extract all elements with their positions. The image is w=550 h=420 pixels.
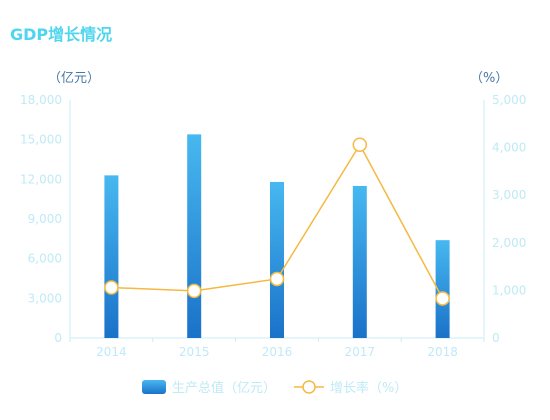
x-tick-label: 2015 <box>179 345 210 359</box>
right-tick-label: 5,000 <box>492 93 526 107</box>
legend-item-line[interactable]: 增长率（%） <box>294 380 407 396</box>
bars-group <box>104 134 450 338</box>
bar-2016[interactable] <box>270 181 284 338</box>
x-tick-label: 2014 <box>96 345 127 359</box>
legend-item-bars[interactable]: 生产总值（亿元） <box>142 380 276 396</box>
right-tick-label: 0 <box>492 331 500 345</box>
bar-2014[interactable] <box>104 175 119 338</box>
right-axis-unit-label: （%） <box>470 71 508 86</box>
x-tick-label: 2016 <box>262 345 293 359</box>
bar-2018[interactable] <box>435 240 450 338</box>
growth-point-2014[interactable] <box>104 280 119 295</box>
growth-point-2016[interactable] <box>269 271 285 287</box>
chart-title: GDP增长情况 <box>10 25 112 44</box>
left-tick-label: 0 <box>54 331 62 345</box>
left-tick-labels: 18,000 15,000 12,000 9,000 6,000 3,000 0 <box>20 93 62 345</box>
bar-2015[interactable] <box>187 134 202 338</box>
legend-line-marker <box>302 380 316 394</box>
bar-2017[interactable] <box>352 185 367 338</box>
legend[interactable]: 生产总值（亿元） 增长率（%） <box>142 380 407 396</box>
left-tick-label: 3,000 <box>28 291 62 305</box>
legend-line-label: 增长率（%） <box>330 380 407 396</box>
right-tick-label: 2,000 <box>492 236 526 250</box>
line-group <box>104 137 450 306</box>
left-axis-unit-label: （亿元） <box>48 71 100 86</box>
left-tick-label: 12,000 <box>20 172 62 186</box>
left-tick-label: 9,000 <box>28 212 62 226</box>
right-tick-labels: 5,000 4,000 3,000 2,000 1,000 0 <box>492 93 526 345</box>
legend-bar-swatch <box>142 380 166 394</box>
right-tick-label: 1,000 <box>492 283 526 297</box>
legend-bar-label: 生产总值（亿元） <box>172 380 276 396</box>
growth-point-2018[interactable] <box>435 291 450 306</box>
right-tick-label: 4,000 <box>492 141 526 155</box>
left-tick-label: 18,000 <box>20 93 62 107</box>
x-tick-label: 2018 <box>427 345 458 359</box>
right-tick-label: 3,000 <box>492 188 526 202</box>
growth-point-2017[interactable] <box>352 137 368 152</box>
left-tick-label: 15,000 <box>20 133 62 147</box>
growth-point-2015[interactable] <box>186 283 202 299</box>
x-tick-labels: 2014 2015 2016 2017 2018 <box>96 345 458 359</box>
left-tick-label: 6,000 <box>28 252 62 266</box>
x-tick-label: 2017 <box>345 345 376 359</box>
